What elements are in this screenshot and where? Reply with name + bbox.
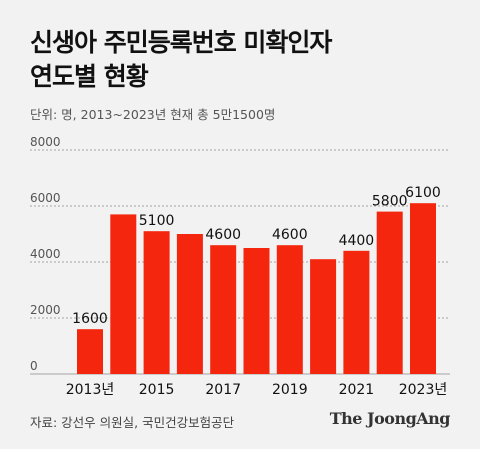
bar-2015	[143, 231, 170, 374]
x-tick-label: 2017	[205, 382, 241, 398]
bar-2023	[410, 203, 436, 374]
data-label: 4600	[205, 227, 241, 243]
bar-layer	[77, 203, 436, 374]
brand-logo: The JoongAng	[329, 409, 451, 428]
y-tick-label: 4000	[30, 247, 61, 261]
data-label: 4600	[272, 227, 308, 243]
x-tick-label: 2023년	[399, 382, 448, 398]
y-tick-label: 2000	[30, 303, 61, 317]
x-tick-label: 2013년	[66, 382, 115, 398]
data-label: 1600	[72, 311, 108, 327]
data-label: 6100	[405, 185, 441, 201]
bar-2013	[77, 329, 103, 374]
unit-note: 단위: 명, 2013~2023년 현재 총 5만1500명	[30, 107, 276, 122]
data-label: 4400	[339, 233, 375, 249]
bar-2019	[276, 245, 303, 374]
bar-2020	[310, 259, 337, 374]
data-label: 5800	[372, 194, 408, 210]
bar-2014	[110, 214, 137, 374]
x-tick-label: 2015	[139, 382, 175, 398]
title-line-2: 연도별 현황	[30, 62, 149, 91]
bar-2018	[243, 248, 270, 374]
y-tick-label: 6000	[30, 191, 61, 205]
bar-2017	[210, 245, 237, 374]
y-tick-label: 8000	[30, 135, 61, 149]
axis-layer: 0 2000 4000 6000 8000 2013년 2015 2017 2019 2021 20…	[30, 135, 447, 398]
chart-title: 신생아 주민등록번호 미확인자 연도별 현황	[30, 26, 450, 94]
x-tick-label: 2021	[339, 382, 375, 398]
source-note: 자료: 강선우 의원실, 국민건강보험공단	[30, 415, 235, 430]
bar-2022	[376, 211, 403, 374]
bar-2016	[176, 234, 203, 374]
data-label: 5100	[139, 213, 175, 229]
x-tick-label: 2019	[272, 382, 308, 398]
y-tick-label: 0	[30, 359, 38, 373]
bar-2021	[343, 250, 370, 374]
title-line-1: 신생아 주민등록번호 미확인자	[30, 28, 332, 57]
